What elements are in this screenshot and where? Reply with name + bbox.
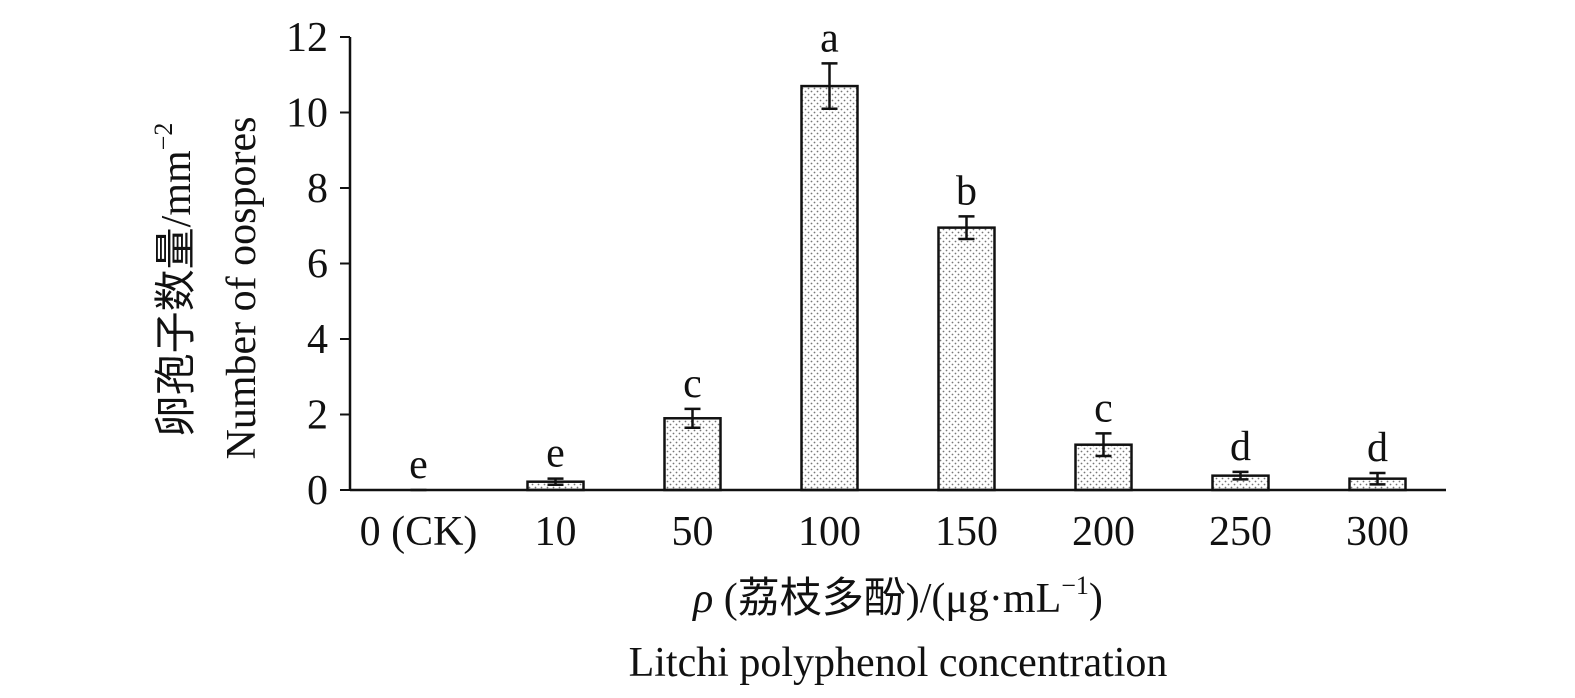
x-label-cn: (荔枝多酚)/(μg·mL [713, 576, 1061, 622]
x-label-sup: −1 [1061, 571, 1089, 600]
error-bar [684, 407, 701, 429]
x-axis-label: ρ (荔枝多酚)/(μg·mL−1) [691, 571, 1103, 622]
significance-letter: d [1230, 424, 1251, 470]
significance-letter: e [546, 431, 565, 477]
bar [937, 226, 996, 492]
x-label-symbol: ρ [691, 576, 713, 622]
x-axis-label-en: Litchi polyphenol concentration [629, 640, 1168, 686]
bar [800, 84, 859, 492]
error-bar [958, 215, 975, 241]
error-bar [547, 477, 564, 486]
y-label-cn: 卵孢子数量/mm [154, 150, 200, 437]
significance-letter: d [1367, 425, 1388, 471]
y-label-sup: −2 [149, 123, 178, 151]
x-tick-label: 10 [535, 509, 577, 555]
y-axis-label: 卵孢子数量/mm−2 [149, 123, 200, 438]
y-tick-label: 10 [286, 91, 328, 137]
x-tick-label: 150 [935, 509, 998, 555]
significance-letter: b [956, 168, 977, 214]
y-tick-label: 6 [307, 242, 328, 288]
x-tick-label: 250 [1209, 509, 1272, 555]
y-tick-label: 4 [307, 317, 328, 363]
error-bar [1232, 470, 1249, 481]
bar [663, 417, 722, 492]
significance-letter: a [820, 15, 839, 61]
error-bar [1095, 432, 1112, 458]
x-label-close: ) [1089, 576, 1103, 622]
y-tick-label: 8 [307, 166, 328, 212]
x-tick-label: 0 (CK) [360, 509, 478, 555]
x-tick-label: 300 [1346, 509, 1409, 555]
y-tick-label: 2 [307, 393, 328, 439]
x-tick-label: 100 [798, 509, 861, 555]
x-tick-label: 50 [672, 509, 714, 555]
error-bar [1369, 471, 1386, 486]
y-axis-label-en: Number of oospores [219, 117, 265, 460]
significance-letter: c [1094, 385, 1113, 431]
significance-letter: e [409, 442, 428, 488]
error-bar [821, 62, 838, 110]
significance-letter: c [683, 361, 702, 407]
y-tick-label: 0 [307, 468, 328, 514]
y-tick-label: 12 [286, 15, 328, 61]
x-tick-label: 200 [1072, 509, 1135, 555]
